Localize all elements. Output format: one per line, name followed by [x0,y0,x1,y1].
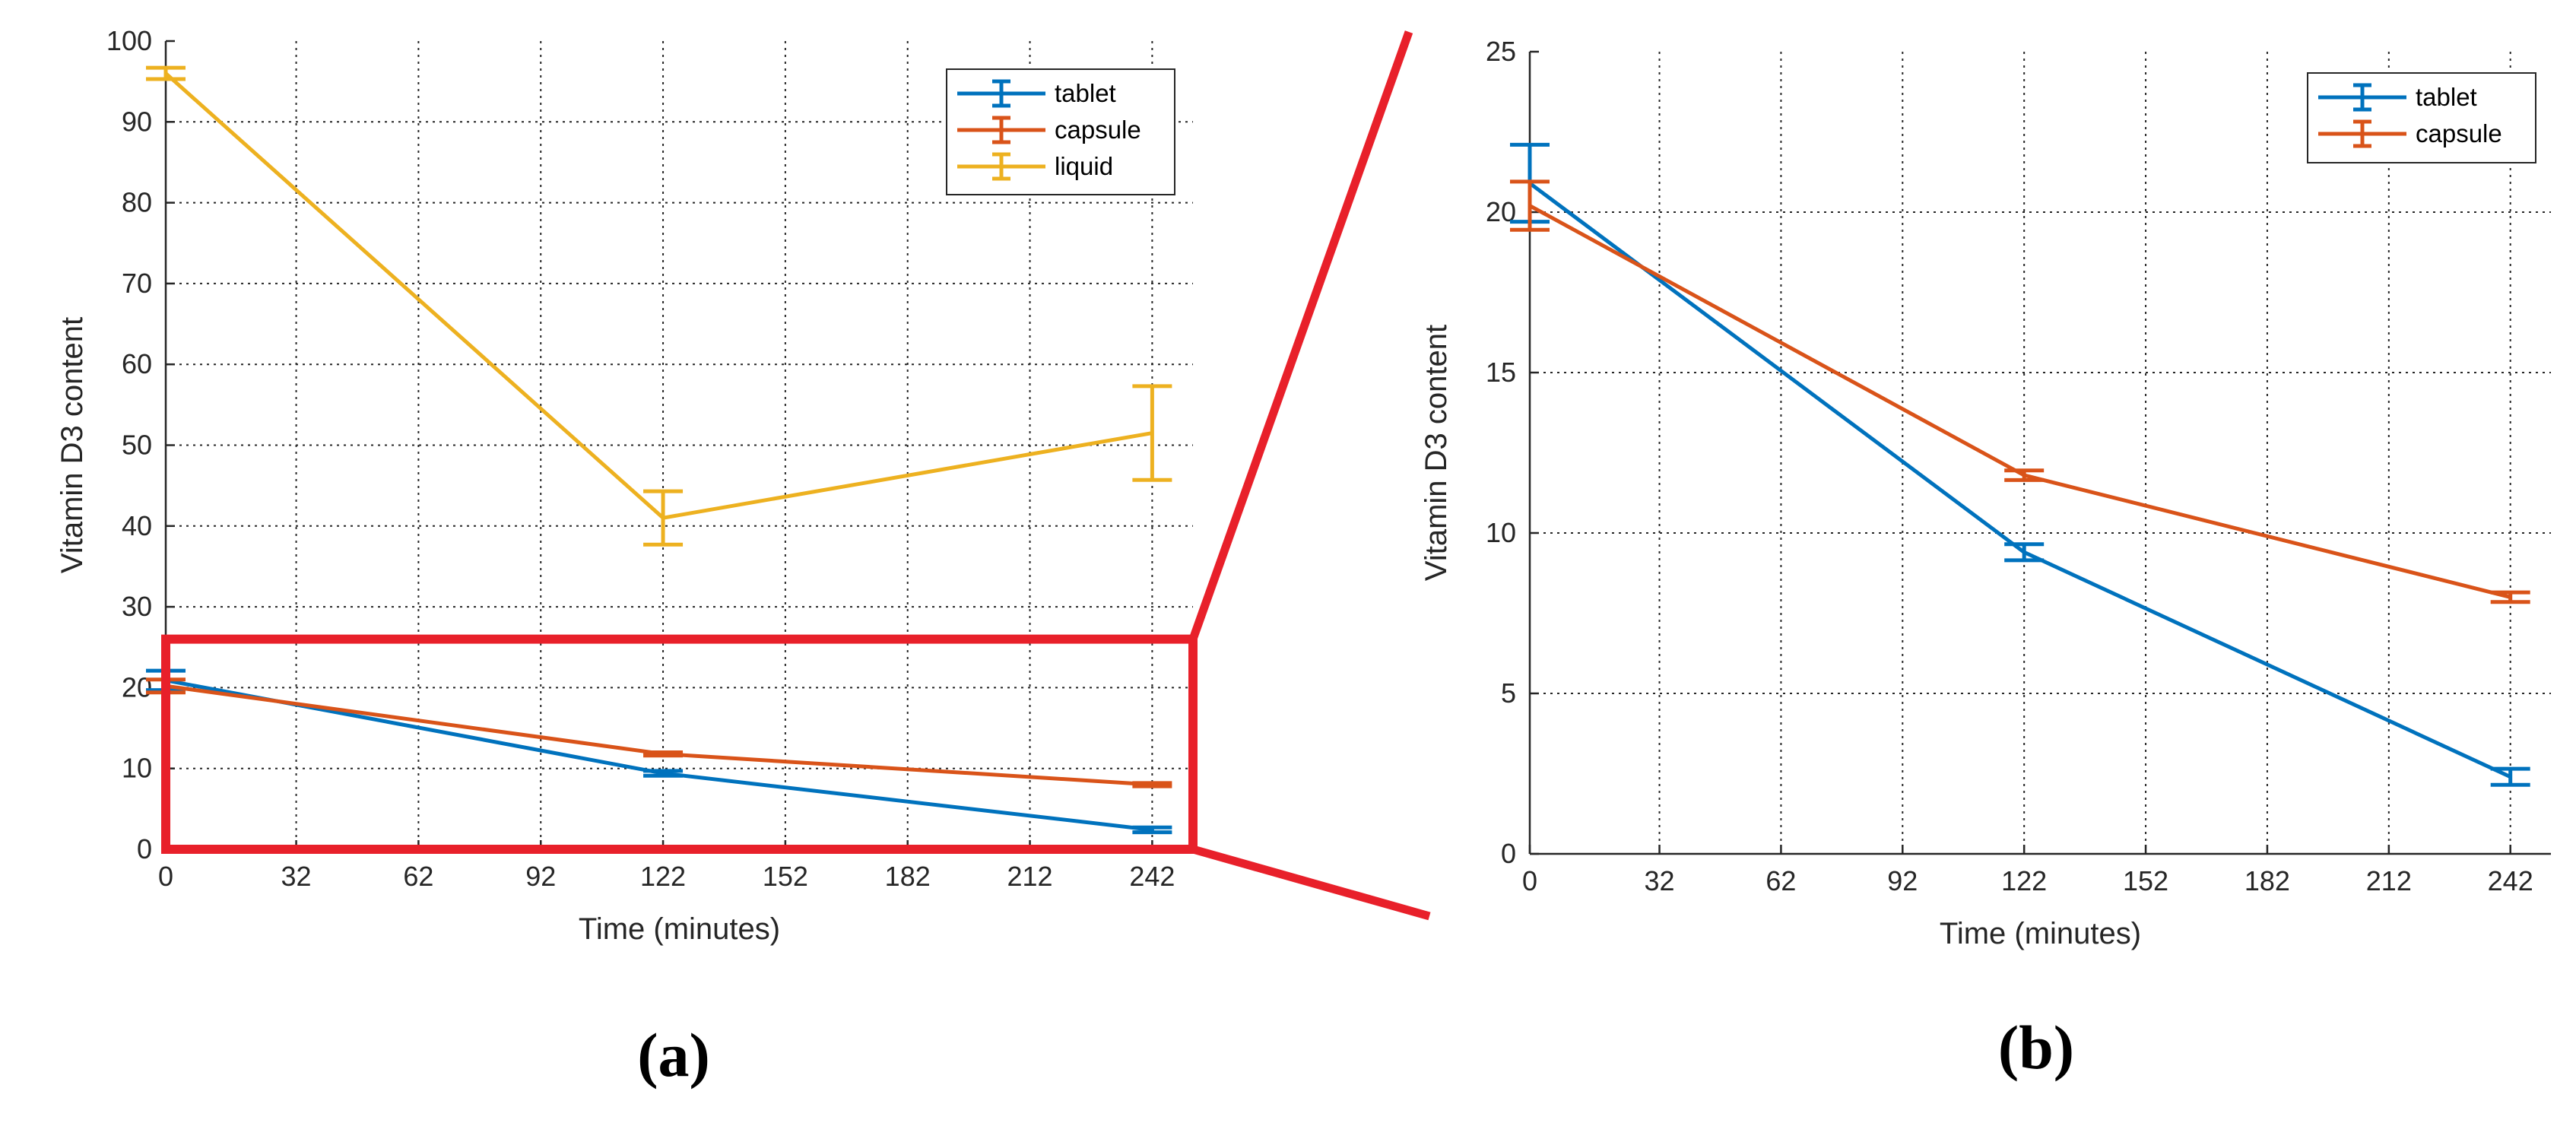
series-line-capsule [1528,204,2511,599]
x-tick-label: 0 [158,861,173,892]
x-axis-label: Time (minutes) [1940,917,2141,950]
y-tick-label: 25 [1486,36,1516,67]
legend-label-capsule: capsule [1055,116,1141,144]
y-tick-label: 100 [106,25,152,56]
panel-a-label: (a) [637,1020,710,1090]
x-tick-label: 92 [1887,865,1918,896]
y-tick-label: 0 [1501,838,1516,869]
legend-label-liquid: liquid [1055,152,1113,180]
zoom-box [161,634,1198,854]
x-tick-label: 182 [885,861,931,892]
y-tick-label: 10 [1486,517,1516,548]
zoom-connector-bottom [1191,845,1431,921]
x-tick-label: 62 [403,861,433,892]
legend: tablet capsule [2307,72,2536,163]
y-tick-label: 20 [122,671,152,703]
x-tick-label: 122 [2001,865,2047,896]
y-tick-label: 70 [122,268,152,299]
zoom-connector-top [1188,30,1413,641]
chart-panel-a: (a) 0 32 62 92 122 152 182 212 242 0 10 20 30 40 50 60 7… [56,25,1431,1090]
legend-box [2307,72,2536,163]
y-axis-label: Vitamin D3 content [1420,325,1453,581]
y-tick-label: 0 [137,833,152,864]
x-tick-label: 212 [1007,861,1053,892]
y-tick-label: 15 [1486,357,1516,388]
x-tick-label: 152 [763,861,808,892]
x-tick-label: 152 [2123,865,2168,896]
y-tick-label: 5 [1501,677,1516,709]
y-tick-label: 80 [122,187,152,218]
x-tick-label: 92 [525,861,556,892]
y-tick-label: 60 [122,348,152,379]
legend-label-tablet: tablet [2416,83,2477,111]
x-tick-label: 242 [2488,865,2533,896]
x-tick-label: 62 [1765,865,1796,896]
legend: tablet capsule liquid [946,68,1175,195]
y-tick-label: 50 [122,430,152,461]
y-axis-label: Vitamin D3 content [56,317,89,573]
x-tick-label: 182 [2244,865,2290,896]
x-tick-label: 32 [1645,865,1675,896]
x-tick-label: 122 [640,861,686,892]
x-tick-label: 212 [2366,865,2412,896]
panel-b-label: (b) [1998,1013,2074,1082]
y-tick-label: 30 [122,591,152,622]
x-tick-label: 32 [281,861,312,892]
y-tick-label: 90 [122,106,152,137]
chart-panel-b: (b) 0 32 62 92 122 152 182 212 2420510152025Time… [1420,36,2551,1082]
x-tick-label: 242 [1129,861,1175,892]
x-tick-label: 0 [1522,865,1537,896]
legend-label-tablet: tablet [1055,79,1116,107]
x-axis-label: Time (minutes) [579,912,780,946]
legend-label-capsule: capsule [2416,119,2502,148]
y-tick-label: 10 [122,753,152,784]
y-tick-label: 40 [122,510,152,541]
